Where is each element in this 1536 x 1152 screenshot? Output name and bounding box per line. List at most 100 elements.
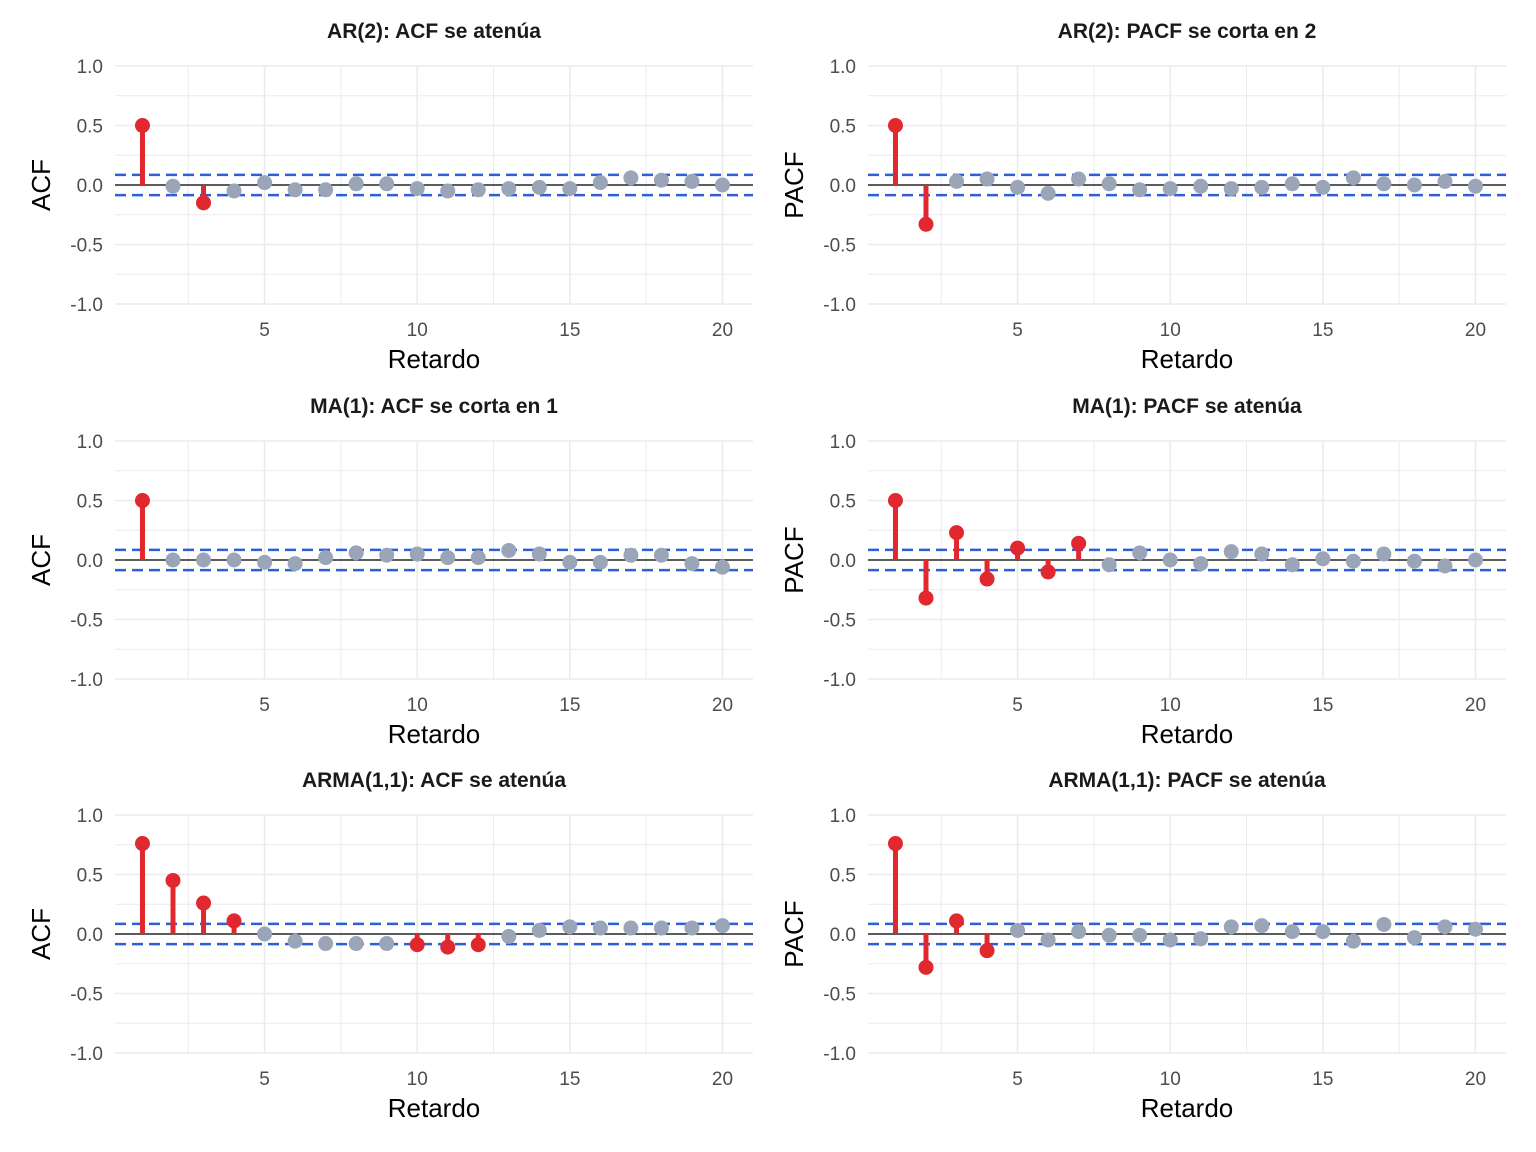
y-tick-label: 0.5 xyxy=(830,117,856,138)
lag-point xyxy=(1284,557,1300,573)
lag-point xyxy=(1254,546,1270,562)
y-tick-label: 1.0 xyxy=(830,57,856,78)
lag-point xyxy=(348,545,364,561)
y-axis-label: PACF xyxy=(779,526,809,593)
y-tick-label: 0.0 xyxy=(77,925,103,946)
y-axis-label: ACF xyxy=(26,159,56,211)
chart-panel-3: 1.0 0.5 0.0 -0.5 -1.0 5 10 15 20 MA(1): ACF se co… xyxy=(26,395,753,749)
significant-point xyxy=(918,590,934,606)
x-axis-label: Retardo xyxy=(388,344,481,374)
lag-point xyxy=(1437,558,1453,574)
x-tick-label: 20 xyxy=(712,320,733,341)
x-tick-label: 15 xyxy=(559,1069,580,1090)
x-tick-label: 5 xyxy=(1012,695,1023,716)
x-axis-label: Retardo xyxy=(388,1093,481,1123)
lag-point xyxy=(318,182,334,198)
significant-point xyxy=(470,937,486,953)
x-tick-label: 10 xyxy=(1160,320,1181,341)
lag-point xyxy=(684,173,700,189)
x-tick-label: 5 xyxy=(1012,1069,1023,1090)
chart-title: ARMA(1,1): PACF se atenúa xyxy=(1048,769,1326,792)
y-tick-label: 0.0 xyxy=(77,551,103,572)
y-tick-label: 0.5 xyxy=(830,492,856,513)
y-tick-label: 0.5 xyxy=(77,117,103,138)
significant-point xyxy=(1010,540,1026,556)
lag-point xyxy=(1040,185,1056,201)
lag-point xyxy=(1315,924,1331,940)
chart-panel-4: 1.0 0.5 0.0 -0.5 -1.0 5 10 15 20 MA(1): PACF se a… xyxy=(779,395,1506,749)
y-tick-label: -1.0 xyxy=(70,670,103,691)
significant-point xyxy=(887,836,903,852)
lag-point xyxy=(257,175,273,191)
significant-point xyxy=(134,493,150,508)
lag-point xyxy=(949,173,965,189)
lag-point xyxy=(318,936,334,952)
x-axis-label: Retardo xyxy=(388,719,481,749)
significant-point xyxy=(918,216,934,232)
lag-point xyxy=(623,547,639,563)
lag-point xyxy=(714,918,730,934)
y-tick-label: 1.0 xyxy=(77,57,103,78)
chart-title: ARMA(1,1): ACF se atenúa xyxy=(302,769,566,792)
lag-point xyxy=(379,176,395,192)
significant-point xyxy=(409,937,425,953)
lag-point xyxy=(287,933,303,949)
lag-point xyxy=(653,920,669,936)
significant-point xyxy=(949,913,965,929)
lag-point xyxy=(1071,924,1087,940)
y-tick-label: 1.0 xyxy=(77,432,103,453)
y-tick-label: 0.5 xyxy=(830,866,856,887)
lag-point xyxy=(562,919,578,935)
lag-point xyxy=(1101,176,1117,192)
lag-point xyxy=(1162,552,1178,568)
y-tick-label: -1.0 xyxy=(823,1044,856,1065)
lag-point xyxy=(1345,553,1361,569)
x-tick-label: 20 xyxy=(1465,1069,1486,1090)
lag-point xyxy=(684,920,700,936)
y-tick-label: -0.5 xyxy=(823,611,856,632)
lag-point xyxy=(1223,544,1239,560)
lag-point xyxy=(1193,178,1209,194)
lag-point xyxy=(1376,916,1392,932)
lag-point xyxy=(1162,932,1178,948)
lag-point xyxy=(1406,553,1422,569)
significant-point xyxy=(887,493,903,508)
x-tick-label: 10 xyxy=(407,695,428,716)
chart-title: MA(1): PACF se atenúa xyxy=(1072,395,1302,418)
x-tick-label: 15 xyxy=(559,320,580,341)
chart-panel-6: 1.0 0.5 0.0 -0.5 -1.0 5 10 15 20 ARMA(1,1): PACF … xyxy=(779,769,1506,1123)
significant-point xyxy=(134,836,150,852)
lag-point xyxy=(257,926,273,942)
significant-point xyxy=(1071,535,1087,551)
lag-point xyxy=(1345,933,1361,949)
lag-point xyxy=(623,170,639,186)
lag-point xyxy=(1376,546,1392,562)
significant-point xyxy=(979,571,995,587)
significant-point xyxy=(1040,564,1056,580)
lag-point xyxy=(501,181,517,197)
lag-point xyxy=(409,181,425,197)
lag-point xyxy=(653,547,669,563)
lag-point xyxy=(1223,919,1239,935)
chart-title: AR(2): ACF se atenúa xyxy=(327,20,541,43)
y-tick-label: 0.0 xyxy=(830,176,856,197)
y-tick-label: -1.0 xyxy=(70,295,103,316)
x-tick-label: 5 xyxy=(259,695,270,716)
x-tick-label: 15 xyxy=(1312,320,1333,341)
lag-point xyxy=(562,554,578,570)
y-axis-label: ACF xyxy=(26,908,56,960)
lag-point xyxy=(409,546,425,562)
lag-point xyxy=(470,182,486,198)
x-tick-label: 15 xyxy=(559,695,580,716)
y-tick-label: -1.0 xyxy=(70,1044,103,1065)
y-tick-label: -1.0 xyxy=(823,295,856,316)
x-tick-label: 15 xyxy=(1312,695,1333,716)
y-tick-label: 1.0 xyxy=(830,432,856,453)
lag-point xyxy=(1132,182,1148,198)
x-tick-label: 20 xyxy=(1465,695,1486,716)
lag-point xyxy=(1254,918,1270,934)
lag-point xyxy=(1162,181,1178,197)
x-tick-label: 5 xyxy=(259,1069,270,1090)
lag-point xyxy=(379,936,395,952)
